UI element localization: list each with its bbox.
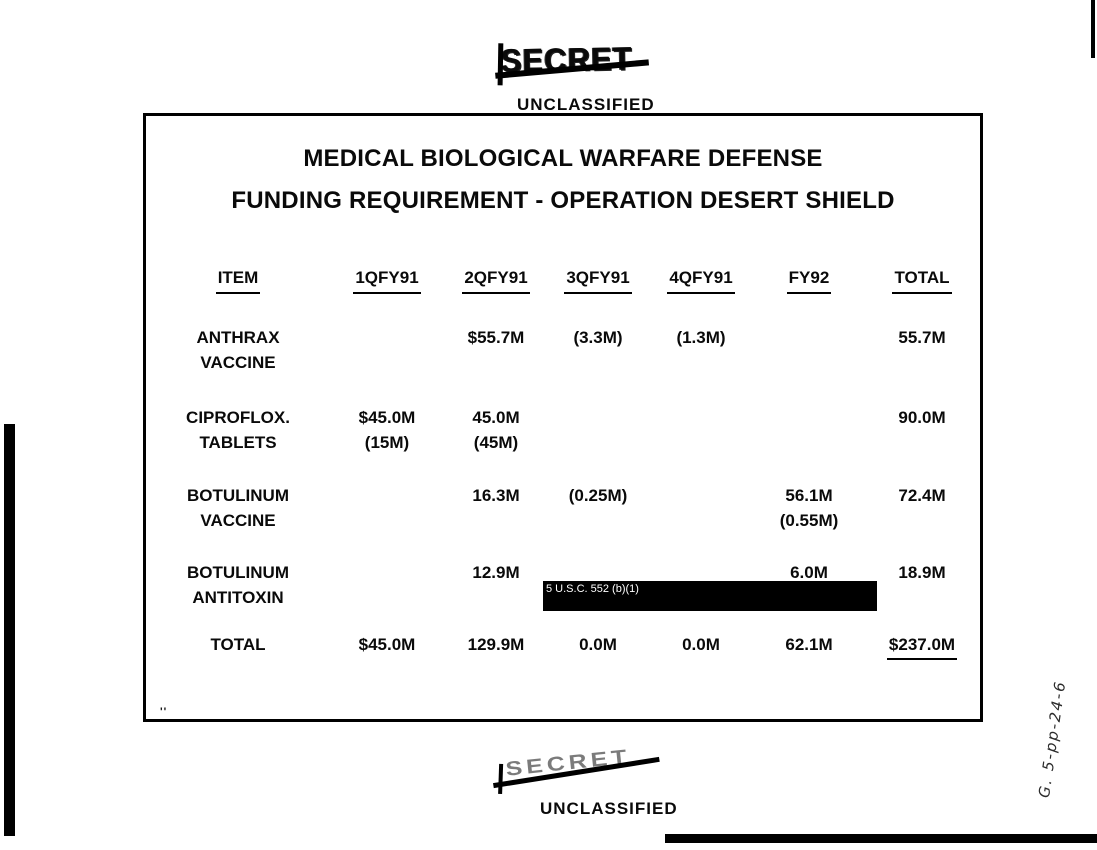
stamp-edge-mark (498, 763, 504, 794)
cell-value: 55.7M (898, 328, 946, 347)
total-4qfy91: 0.0M (682, 635, 720, 654)
column-header-4qfy91: 4QFY91 (648, 265, 754, 294)
item-label: BOTULINUM ANTITOXIN (187, 563, 289, 607)
document-title-line1: MEDICAL BIOLOGICAL WARFARE DEFENSE (303, 145, 823, 172)
item-label: BOTULINUM VACCINE (187, 486, 289, 530)
cell-value: $55.7M (467, 328, 525, 347)
document-title-line2: FUNDING REQUIREMENT - OPERATION DESERT S… (231, 187, 895, 214)
column-header-2qfy91: 2QFY91 (444, 265, 548, 294)
cell-value (754, 325, 864, 375)
handwritten-annotation: G. 5-pp-24-6 (1035, 678, 1070, 799)
cell-value: $45.0M (15M) (358, 408, 416, 452)
cell-value (330, 483, 444, 533)
total-fy92: 62.1M (785, 635, 833, 654)
cell-value: 90.0M (898, 408, 946, 427)
scan-artifact-top-right-line (1091, 0, 1095, 58)
cell-value: 45.0M (45M) (472, 408, 520, 452)
item-label: CIPROFLOX. TABLETS (186, 408, 290, 452)
cell-value (754, 405, 864, 455)
table-row-total: TOTAL $45.0M 129.9M 0.0M 0.0M 62.1M $237… (146, 632, 980, 660)
cell-value: 56.1M (0.55M) (779, 486, 839, 530)
column-header-fy92: FY92 (754, 265, 864, 294)
stamp-edge-mark (497, 43, 504, 86)
total-1qfy91: $45.0M (358, 635, 416, 654)
unclassified-label-top: UNCLASSIFIED (517, 95, 655, 114)
document-table-box: MEDICAL BIOLOGICAL WARFARE DEFENSE FUNDI… (143, 113, 983, 722)
total-2qfy91: 129.9M (467, 635, 525, 654)
unclassified-label-bottom: UNCLASSIFIED (540, 799, 678, 818)
scan-artifact-bottom-bar (665, 834, 1097, 843)
table-row-botulinum-antitoxin: BOTULINUM ANTITOXIN 12.9M 6.0M 18.9M (146, 560, 980, 610)
cell-value (330, 325, 444, 375)
cell-value (548, 405, 648, 455)
total-grand: $237.0M (864, 632, 980, 660)
scan-artifact-left-bar (4, 424, 15, 836)
total-label: TOTAL (210, 635, 266, 654)
column-header-1qfy91: 1QFY91 (330, 265, 444, 294)
cell-value: 16.3M (472, 486, 520, 505)
stray-pen-mark: '' (160, 706, 168, 718)
cell-value: (1.3M) (676, 328, 726, 347)
cell-value: (0.25M) (568, 486, 628, 505)
table-row-ciproflox-tablets: CIPROFLOX. TABLETS $45.0M (15M) 45.0M (45M)… (146, 405, 980, 455)
cell-value: 12.9M (472, 563, 520, 582)
item-label: ANTHRAX VACCINE (196, 328, 280, 372)
cell-value: 6.0M (790, 563, 828, 582)
column-header-3qfy91: 3QFY91 (548, 265, 648, 294)
table-header-row: ITEM 1QFY91 2QFY91 3QFY91 4QFY91 FY92 TO… (146, 265, 980, 294)
struck-secret-stamp-bottom: SECRET (493, 741, 660, 797)
struck-secret-stamp-top: SECRET (495, 40, 652, 92)
total-3qfy91: 0.0M (579, 635, 617, 654)
cell-value (648, 483, 754, 533)
redaction-exemption-label: 5 U.S.C. 552 (b)(1) (546, 583, 639, 595)
redaction-bar: 5 U.S.C. 552 (b)(1) (543, 581, 877, 611)
column-header-item: ITEM (146, 265, 330, 294)
cell-value: 72.4M (898, 486, 946, 505)
table-row-botulinum-vaccine: BOTULINUM VACCINE 16.3M (0.25M) 56.1M (0.5… (146, 483, 980, 533)
column-header-total: TOTAL (864, 265, 980, 294)
cell-value: (3.3M) (573, 328, 623, 347)
cell-value: 18.9M (898, 563, 946, 582)
cell-value (648, 405, 754, 455)
table-row-anthrax-vaccine: ANTHRAX VACCINE $55.7M (3.3M) (1.3M) 55.7… (146, 325, 980, 375)
cell-value (330, 560, 444, 610)
